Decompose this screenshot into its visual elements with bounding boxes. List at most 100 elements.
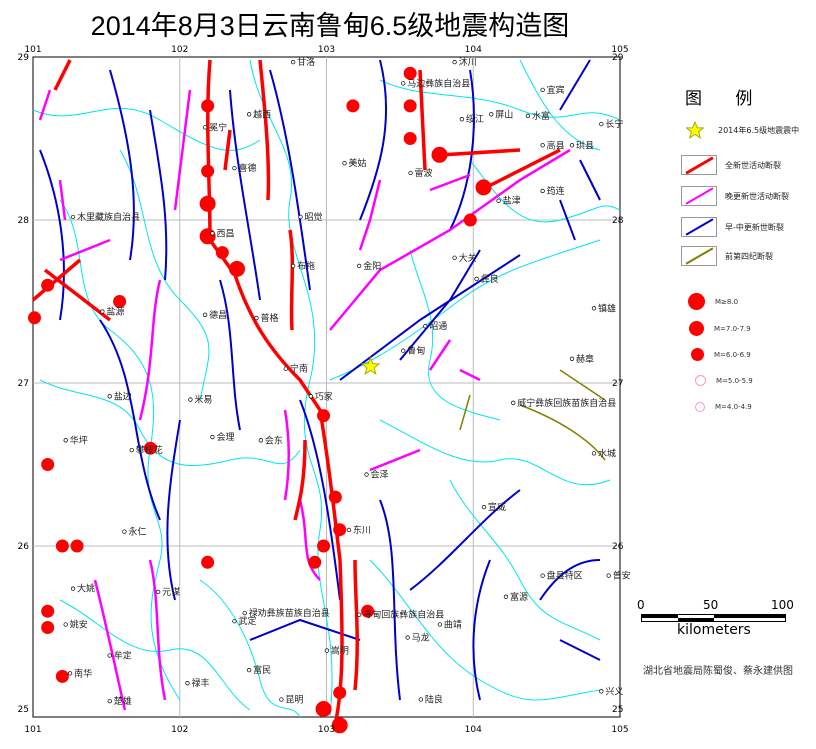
place-label: 元谋 bbox=[162, 587, 180, 598]
town-marker bbox=[481, 504, 487, 510]
town-marker bbox=[185, 681, 190, 686]
earthquake-dot bbox=[41, 458, 55, 471]
town-marker bbox=[188, 397, 193, 402]
place-label: 鲁甸 bbox=[407, 345, 425, 357]
place-label: 普格 bbox=[260, 312, 278, 324]
lat-tick-label: 25 bbox=[18, 705, 29, 715]
legend-fault-holocene: 全新世活动断裂 bbox=[681, 155, 781, 175]
earthquake-dot bbox=[41, 278, 55, 292]
lat-tick-label: 28 bbox=[612, 216, 624, 226]
place-label: 大姚 bbox=[77, 583, 95, 595]
place-label: 武定 bbox=[238, 615, 256, 627]
lon-tick-label: 104 bbox=[465, 725, 482, 735]
place-label: 陆良 bbox=[425, 693, 443, 705]
legend-fault-pre-quaternary: 前第四纪断裂 bbox=[681, 246, 773, 266]
town-marker bbox=[298, 214, 303, 220]
earthquake-markers bbox=[27, 66, 492, 734]
legend-label: M=6.0-6.9 bbox=[714, 350, 751, 359]
town-marker bbox=[452, 255, 457, 260]
town-marker bbox=[291, 60, 296, 65]
town-marker bbox=[107, 394, 112, 399]
earthquake-dot bbox=[317, 539, 331, 553]
lon-tick-label: 105 bbox=[611, 725, 628, 735]
star-icon bbox=[686, 121, 704, 139]
place-label: 楚雄 bbox=[114, 695, 132, 707]
scale-unit: kilometers bbox=[677, 622, 751, 638]
place-label: 冕宁 bbox=[209, 121, 227, 133]
earthquake-dot bbox=[315, 701, 332, 717]
earthquake-dot bbox=[328, 490, 342, 504]
place-label: 华坪 bbox=[70, 434, 88, 446]
earthquake-dot bbox=[475, 179, 492, 196]
town-marker bbox=[107, 698, 112, 704]
earthquake-dot bbox=[70, 539, 84, 553]
legend-label: M≥8.0 bbox=[715, 297, 739, 306]
place-label: 长宁 bbox=[605, 118, 623, 130]
earthquake-dot bbox=[199, 228, 216, 245]
place-label: 兴义 bbox=[605, 686, 623, 697]
legend-label: M=5.0-5.9 bbox=[716, 376, 753, 385]
town-marker bbox=[405, 635, 410, 640]
place-label: 绥江 bbox=[466, 114, 484, 125]
town-marker bbox=[511, 400, 516, 405]
town-marker bbox=[279, 697, 284, 702]
town-marker bbox=[418, 697, 423, 702]
earthquake-dot bbox=[113, 295, 127, 308]
scale-bar: 0 50 100 kilometers bbox=[637, 598, 794, 638]
earthquake-dot bbox=[201, 99, 215, 113]
faults-holocene bbox=[31, 59, 561, 726]
place-label: 盐边 bbox=[114, 390, 132, 402]
lon-tick-label: 104 bbox=[465, 45, 482, 55]
epicenter-star-icon bbox=[360, 356, 381, 376]
town-marker bbox=[155, 589, 161, 595]
town-marker bbox=[122, 529, 127, 534]
lat-tick-label: 25 bbox=[612, 705, 623, 715]
earthquake-dot bbox=[431, 146, 448, 163]
town-marker bbox=[210, 231, 215, 236]
earthquake-dot bbox=[403, 132, 417, 145]
place-label: 筠连 bbox=[547, 185, 565, 197]
place-label: 盐源 bbox=[106, 306, 124, 318]
lat-tick-label: 26 bbox=[612, 542, 624, 552]
place-label: 德昌 bbox=[209, 309, 227, 321]
place-label: 彝良 bbox=[481, 273, 499, 285]
place-label: 盘县特区 bbox=[547, 570, 583, 582]
earthquake-dot bbox=[55, 669, 69, 683]
place-label: 喜德 bbox=[238, 162, 256, 174]
place-label: 寻甸回族彝族自治县 bbox=[363, 609, 444, 621]
legend-label: M=4.0-4.9 bbox=[715, 403, 752, 411]
place-label: 沐川 bbox=[459, 56, 477, 68]
legend-label: 全新世活动断裂 bbox=[725, 160, 781, 170]
earthquake-dot bbox=[27, 311, 41, 325]
town-marker bbox=[503, 594, 509, 599]
place-label: 雷波 bbox=[415, 167, 433, 179]
place-label: 威宁彝族回族苗族自治县 bbox=[517, 397, 616, 409]
town-marker bbox=[246, 112, 252, 117]
earthquake-dot bbox=[308, 555, 322, 569]
town-marker bbox=[525, 113, 531, 119]
legend-mag-5: M=5.0-5.9 bbox=[695, 375, 753, 386]
scale-tick: 50 bbox=[703, 598, 719, 612]
legend-epicenter-label: 2014年6.5级地震震中 bbox=[718, 125, 800, 135]
place-label: 会理 bbox=[216, 431, 234, 443]
place-label: 富民 bbox=[253, 664, 271, 676]
town-marker bbox=[569, 143, 575, 148]
earthquake-dot bbox=[41, 621, 55, 634]
lon-tick-label: 101 bbox=[24, 45, 41, 55]
town-marker bbox=[540, 573, 545, 578]
town-marker bbox=[63, 438, 68, 443]
place-label: 屏山 bbox=[495, 109, 513, 120]
scale-tick: 0 bbox=[637, 598, 645, 612]
place-label: 巧家 bbox=[315, 390, 333, 402]
place-label: 曲靖 bbox=[444, 619, 462, 631]
town-marker bbox=[496, 198, 501, 203]
lon-tick-label: 101 bbox=[24, 725, 41, 735]
town-marker bbox=[210, 434, 215, 440]
town-marker bbox=[70, 214, 76, 220]
town-marker bbox=[242, 610, 247, 616]
place-label: 水富 bbox=[532, 110, 550, 122]
town-marker bbox=[437, 622, 443, 627]
lon-tick-label: 103 bbox=[318, 45, 335, 55]
